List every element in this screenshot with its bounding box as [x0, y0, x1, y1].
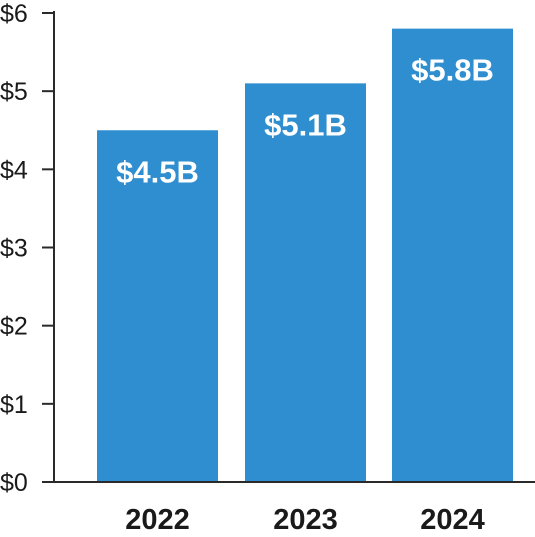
x-tick-label-2022: 2022 — [125, 504, 190, 536]
bar-2024 — [392, 28, 513, 483]
y-tick-label: $6 — [0, 0, 28, 28]
data-label-2023: $5.1B — [264, 107, 347, 142]
bars — [97, 28, 513, 483]
data-label-2024: $5.8B — [411, 53, 494, 88]
data-labels: $4.5B $5.1B $5.8B — [116, 53, 494, 190]
y-tick-label: $4 — [0, 156, 28, 184]
y-tick-label: $1 — [0, 391, 28, 419]
y-tick-label: $0 — [0, 469, 28, 497]
x-tick-label-2024: 2024 — [420, 504, 485, 536]
y-tick-label: $2 — [0, 313, 28, 341]
bar-2023 — [245, 83, 366, 482]
x-tick-label-2023: 2023 — [273, 504, 338, 536]
x-axis-labels: 2022 2023 2024 — [125, 504, 485, 536]
data-label-2022: $4.5B — [116, 154, 199, 189]
bar-2022 — [97, 130, 218, 482]
y-tick-label: $3 — [0, 235, 28, 263]
y-tick-label: $5 — [0, 78, 28, 106]
y-axis-ticks: $0 $1 $2 $3 $4 $5 $6 — [0, 0, 54, 497]
